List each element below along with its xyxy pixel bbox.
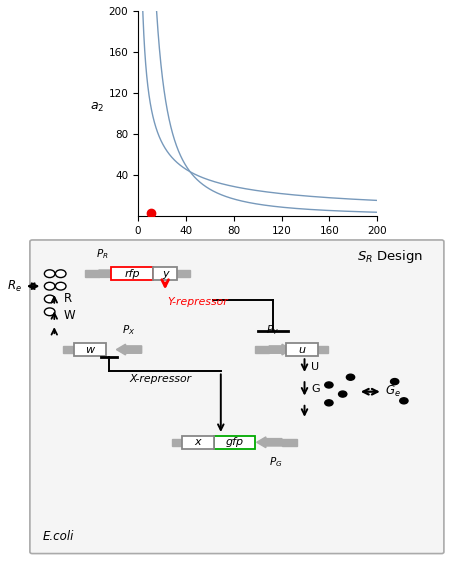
Text: gfp: gfp xyxy=(225,437,243,447)
Text: $P_X$: $P_X$ xyxy=(122,323,135,337)
Text: $P_G$: $P_G$ xyxy=(269,455,282,469)
FancyBboxPatch shape xyxy=(285,343,318,356)
Circle shape xyxy=(56,270,66,278)
Text: rfp: rfp xyxy=(124,269,140,279)
FancyBboxPatch shape xyxy=(73,343,106,356)
FancyArrow shape xyxy=(269,344,291,355)
FancyBboxPatch shape xyxy=(181,436,213,448)
Bar xyxy=(255,346,269,353)
FancyBboxPatch shape xyxy=(213,436,255,448)
Circle shape xyxy=(324,382,332,388)
Text: x: x xyxy=(194,437,201,447)
Text: $P_Y$: $P_Y$ xyxy=(266,323,279,337)
Bar xyxy=(85,270,99,277)
Text: y: y xyxy=(162,269,168,279)
Bar xyxy=(318,346,328,353)
FancyArrow shape xyxy=(116,344,141,355)
Circle shape xyxy=(346,374,354,380)
Bar xyxy=(281,439,296,446)
FancyBboxPatch shape xyxy=(30,240,443,554)
Circle shape xyxy=(324,400,332,406)
Bar xyxy=(63,346,73,353)
Text: $R_e$: $R_e$ xyxy=(7,279,22,294)
Circle shape xyxy=(45,308,55,316)
Circle shape xyxy=(399,398,407,404)
Circle shape xyxy=(45,270,55,278)
Text: G: G xyxy=(311,384,319,395)
FancyArrow shape xyxy=(99,268,121,279)
Text: E.coli: E.coli xyxy=(42,531,73,543)
X-axis label: $a_1$: $a_1$ xyxy=(250,239,264,252)
Circle shape xyxy=(390,379,398,384)
Text: R: R xyxy=(63,292,72,306)
Text: $P_R$: $P_R$ xyxy=(96,247,109,261)
FancyBboxPatch shape xyxy=(153,268,177,280)
Text: $G_e$: $G_e$ xyxy=(385,384,400,399)
Text: w: w xyxy=(85,345,94,355)
Text: X-repressor: X-repressor xyxy=(129,374,192,384)
Text: U: U xyxy=(311,362,319,372)
Circle shape xyxy=(338,391,346,397)
Y-axis label: $a_2$: $a_2$ xyxy=(90,101,104,114)
Text: u: u xyxy=(298,345,305,355)
Circle shape xyxy=(45,282,55,290)
Text: $S_R$ Design: $S_R$ Design xyxy=(356,248,422,265)
Circle shape xyxy=(45,295,55,303)
Text: Y-repressor: Y-repressor xyxy=(167,297,228,307)
Bar xyxy=(171,439,181,446)
FancyBboxPatch shape xyxy=(111,268,152,280)
FancyArrow shape xyxy=(256,437,281,448)
Bar xyxy=(177,270,190,277)
Circle shape xyxy=(56,282,66,290)
Text: W: W xyxy=(63,309,75,321)
